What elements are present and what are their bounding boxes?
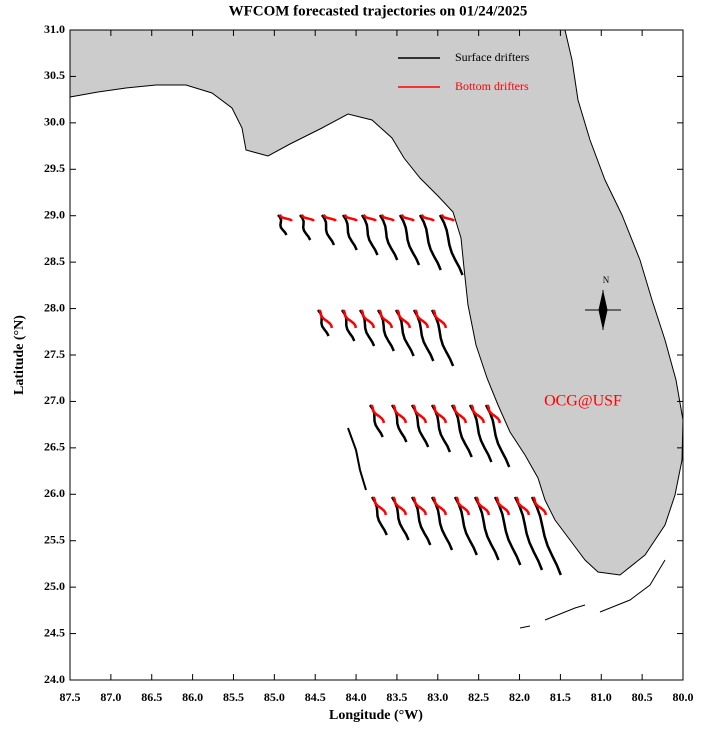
- x-tick-label: 87.0: [100, 690, 121, 704]
- bottom-track: [380, 213, 395, 222]
- bottom-track: [343, 213, 358, 222]
- trajectories: [277, 213, 562, 576]
- bottom-track: [475, 496, 491, 516]
- annotation: OCG@USF: [544, 393, 622, 410]
- surface-track: [347, 427, 367, 491]
- bottom-track: [452, 404, 468, 424]
- land: [69, 29, 684, 576]
- surface-track: [453, 496, 478, 556]
- surface-track: [438, 214, 464, 276]
- legend-label: Surface drifters: [455, 50, 530, 64]
- keys: [519, 559, 666, 629]
- surface-track: [398, 214, 421, 266]
- bottom-track: [400, 213, 415, 222]
- surface-track: [418, 214, 442, 271]
- bottom-track: [455, 496, 471, 516]
- y-axis-label: Latitude (°N): [12, 315, 27, 395]
- map-title: WFCOM forecasted trajectories on 01/24/2…: [229, 3, 528, 19]
- bottom-track: [396, 309, 412, 329]
- surface-track: [468, 404, 493, 463]
- surface-track: [513, 496, 544, 571]
- compass-label: N: [603, 275, 610, 285]
- bottom-track: [414, 309, 430, 329]
- surface-track: [493, 496, 522, 566]
- bottom-track: [392, 496, 408, 516]
- bottom-track: [440, 213, 455, 222]
- x-axis-label: Longitude (°W): [329, 708, 423, 723]
- bottom-track: [412, 404, 428, 424]
- bottom-track: [372, 496, 388, 516]
- surface-track: [473, 496, 500, 561]
- surface-track: [530, 496, 562, 576]
- x-tick-label: 83.0: [427, 690, 448, 704]
- bottom-track: [378, 309, 394, 329]
- bottom-track: [515, 496, 531, 516]
- x-tick-label: 85.0: [264, 690, 285, 704]
- bottom-track: [392, 404, 408, 424]
- x-tick-label: 85.5: [223, 690, 244, 704]
- bottom-track: [432, 404, 448, 424]
- x-tick-label: 82.0: [509, 690, 530, 704]
- y-tick-label: 29.5: [44, 161, 65, 175]
- surface-track: [484, 404, 511, 468]
- y-tick-label: 28.5: [44, 254, 65, 268]
- y-tick-label: 24.5: [44, 625, 65, 639]
- axes: 87.5 87.0 86.5 86.0 85.5 85.0 84.5 84.0 83.5 83.0…: [44, 22, 694, 704]
- y-tick-label: 25.5: [44, 532, 65, 546]
- x-tick-label: 81.0: [591, 690, 612, 704]
- y-tick-label: 27.0: [44, 393, 65, 407]
- x-tick-label: 84.5: [305, 690, 326, 704]
- x-tick-label: 80.5: [632, 690, 653, 704]
- y-tick-label: 31.0: [44, 22, 65, 36]
- surface-track: [277, 214, 288, 236]
- bottom-track: [470, 404, 486, 424]
- bottom-track: [278, 213, 293, 222]
- surface-track: [378, 214, 399, 261]
- surface-track: [341, 214, 358, 251]
- bottom-track: [370, 404, 386, 424]
- y-tick-label: 30.5: [44, 68, 65, 82]
- bottom-track: [360, 309, 376, 329]
- bottom-track: [495, 496, 511, 516]
- x-tick-label: 82.5: [468, 690, 489, 704]
- bottom-track: [532, 496, 548, 516]
- surface-track: [299, 214, 312, 241]
- y-tick-label: 27.5: [44, 347, 65, 361]
- x-tick-label: 80.0: [673, 690, 694, 704]
- bottom-track: [432, 309, 448, 329]
- compass: [585, 290, 621, 330]
- y-tick-label: 24.0: [44, 672, 65, 686]
- bottom-track: [432, 496, 448, 516]
- y-tick-label: 30.0: [44, 115, 65, 129]
- x-tick-label: 83.5: [386, 690, 407, 704]
- y-tick-label: 25.0: [44, 579, 65, 593]
- bottom-track: [420, 213, 435, 222]
- surface-track: [320, 214, 336, 246]
- bottom-track: [362, 213, 377, 222]
- y-tick-label: 26.0: [44, 486, 65, 500]
- x-tick-label: 87.5: [60, 690, 81, 704]
- surface-track: [360, 214, 379, 256]
- bottom-track: [300, 213, 315, 222]
- y-tick-label: 29.0: [44, 207, 65, 221]
- bottom-track: [342, 309, 358, 329]
- bottom-track: [412, 496, 428, 516]
- bottom-track: [486, 404, 502, 424]
- x-tick-label: 81.5: [550, 690, 571, 704]
- y-tick-label: 28.0: [44, 300, 65, 314]
- bottom-track: [322, 213, 337, 222]
- x-tick-label: 84.0: [346, 690, 367, 704]
- x-tick-label: 86.5: [141, 690, 162, 704]
- legend-label: Bottom drifters: [455, 79, 529, 93]
- bottom-track: [318, 309, 334, 329]
- x-tick-label: 86.0: [182, 690, 203, 704]
- y-tick-label: 26.5: [44, 440, 65, 454]
